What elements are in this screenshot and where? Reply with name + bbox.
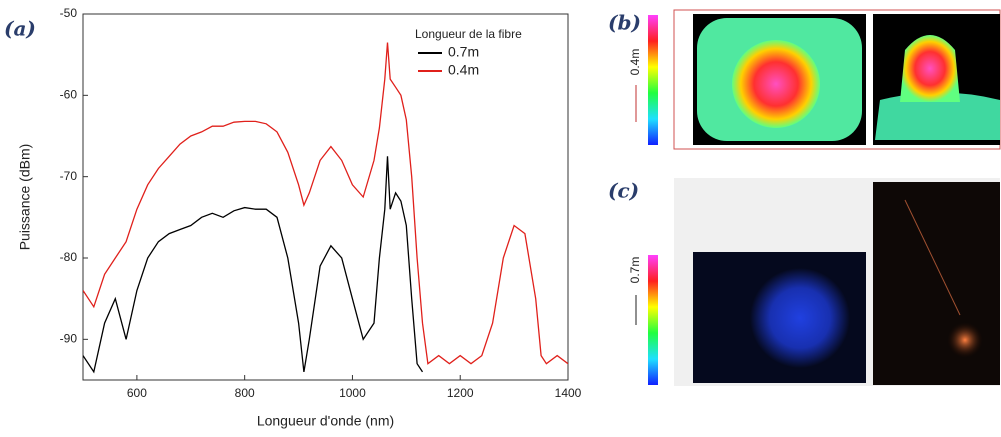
chart: -90 -80 -70 -60 -50 600 800 1000 1200 1400 Longueu… [17,6,582,429]
y-tick-label: -50 [60,6,78,20]
panel-label: (c) [608,179,639,203]
series-line [83,156,424,374]
series-line [83,42,568,365]
color-bar [648,255,658,385]
surface-peak [900,35,960,102]
length-label: 0.4m [628,49,642,76]
fiber [904,199,961,316]
legend-label: 0.7m [448,44,479,60]
legend-title: Longueur de la fibre [415,27,522,41]
x-axis-label: Longueur d'onde (nm) [257,413,394,429]
beam-spot [750,268,850,368]
y-tick-label: -80 [60,250,78,264]
beam-spot [732,40,820,128]
x-tick-label: 1000 [339,386,366,400]
surface [875,92,1000,140]
x-tick-label: 800 [235,386,255,400]
y-tick-label: -70 [60,169,78,183]
plot-area [82,13,569,381]
legend-label: 0.4m [448,62,479,78]
panel-label: (b) [608,11,641,35]
glow [947,322,983,358]
color-bar [648,15,658,145]
x-tick-label: 1200 [447,386,474,400]
y-tick-label: -60 [60,88,78,102]
length-label: 0.7m [628,257,642,284]
photo [873,182,1000,385]
y-axis-label: Puissance (dBm) [17,144,33,251]
x-tick-label: 600 [127,386,147,400]
panel-label: (a) [4,17,36,41]
plot-lines [83,42,568,374]
y-tick-label: -90 [60,332,78,346]
x-tick-label: 1400 [555,386,582,400]
